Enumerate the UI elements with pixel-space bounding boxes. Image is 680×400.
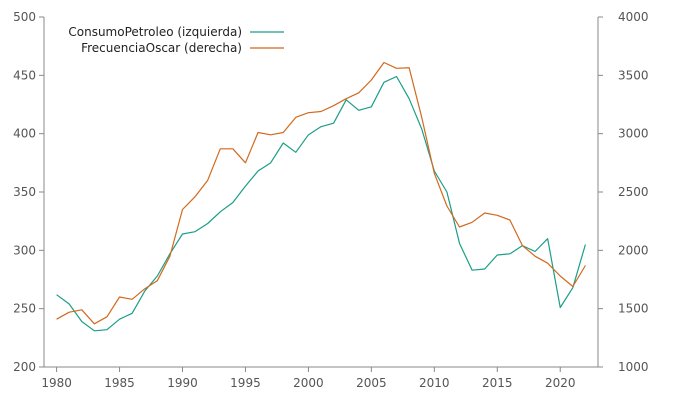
x-tick-label: 1995: [230, 376, 261, 390]
right-y-tick-label: 4000: [618, 10, 649, 24]
right-y-tick-label: 3500: [618, 68, 649, 82]
axes: 200 250 300 350 400 450 500 1000 1500 2000 2500 300…: [13, 10, 648, 390]
legend-label: FrecuenciaOscar (derecha): [81, 41, 242, 55]
right-y-tick-label: 1500: [618, 302, 649, 316]
right-y-tick-label: 2500: [618, 185, 649, 199]
x-tick-label: 1980: [41, 376, 72, 390]
left-y-tick-label: 450: [13, 68, 36, 82]
x-tick-label: 2010: [419, 376, 450, 390]
x-tick-label: 2000: [293, 376, 324, 390]
legend-label: ConsumoPetroleo (izquierda): [68, 25, 242, 39]
right-y-tick-label: 3000: [618, 127, 649, 141]
x-tick-label: 1985: [104, 376, 135, 390]
x-tick-label: 2020: [545, 376, 576, 390]
legend: ConsumoPetroleo (izquierda) FrecuenciaOsc…: [68, 25, 284, 55]
x-tick-label: 2015: [482, 376, 513, 390]
x-tick-label: 2005: [356, 376, 387, 390]
left-y-tick-label: 300: [13, 243, 36, 257]
series-line-frecuencia-oscar: [56, 61, 586, 325]
left-y-tick-label: 350: [13, 185, 36, 199]
left-y-tick-label: 500: [13, 10, 36, 24]
series-layer: [56, 61, 586, 332]
right-y-tick-label: 1000: [618, 360, 649, 374]
left-y-tick-label: 400: [13, 127, 36, 141]
x-tick-label: 1990: [167, 376, 198, 390]
right-y-tick-label: 2000: [618, 243, 649, 257]
series-line-consumo-petroleo: [56, 75, 586, 332]
left-y-tick-label: 200: [13, 360, 36, 374]
left-y-tick-label: 250: [13, 302, 36, 316]
